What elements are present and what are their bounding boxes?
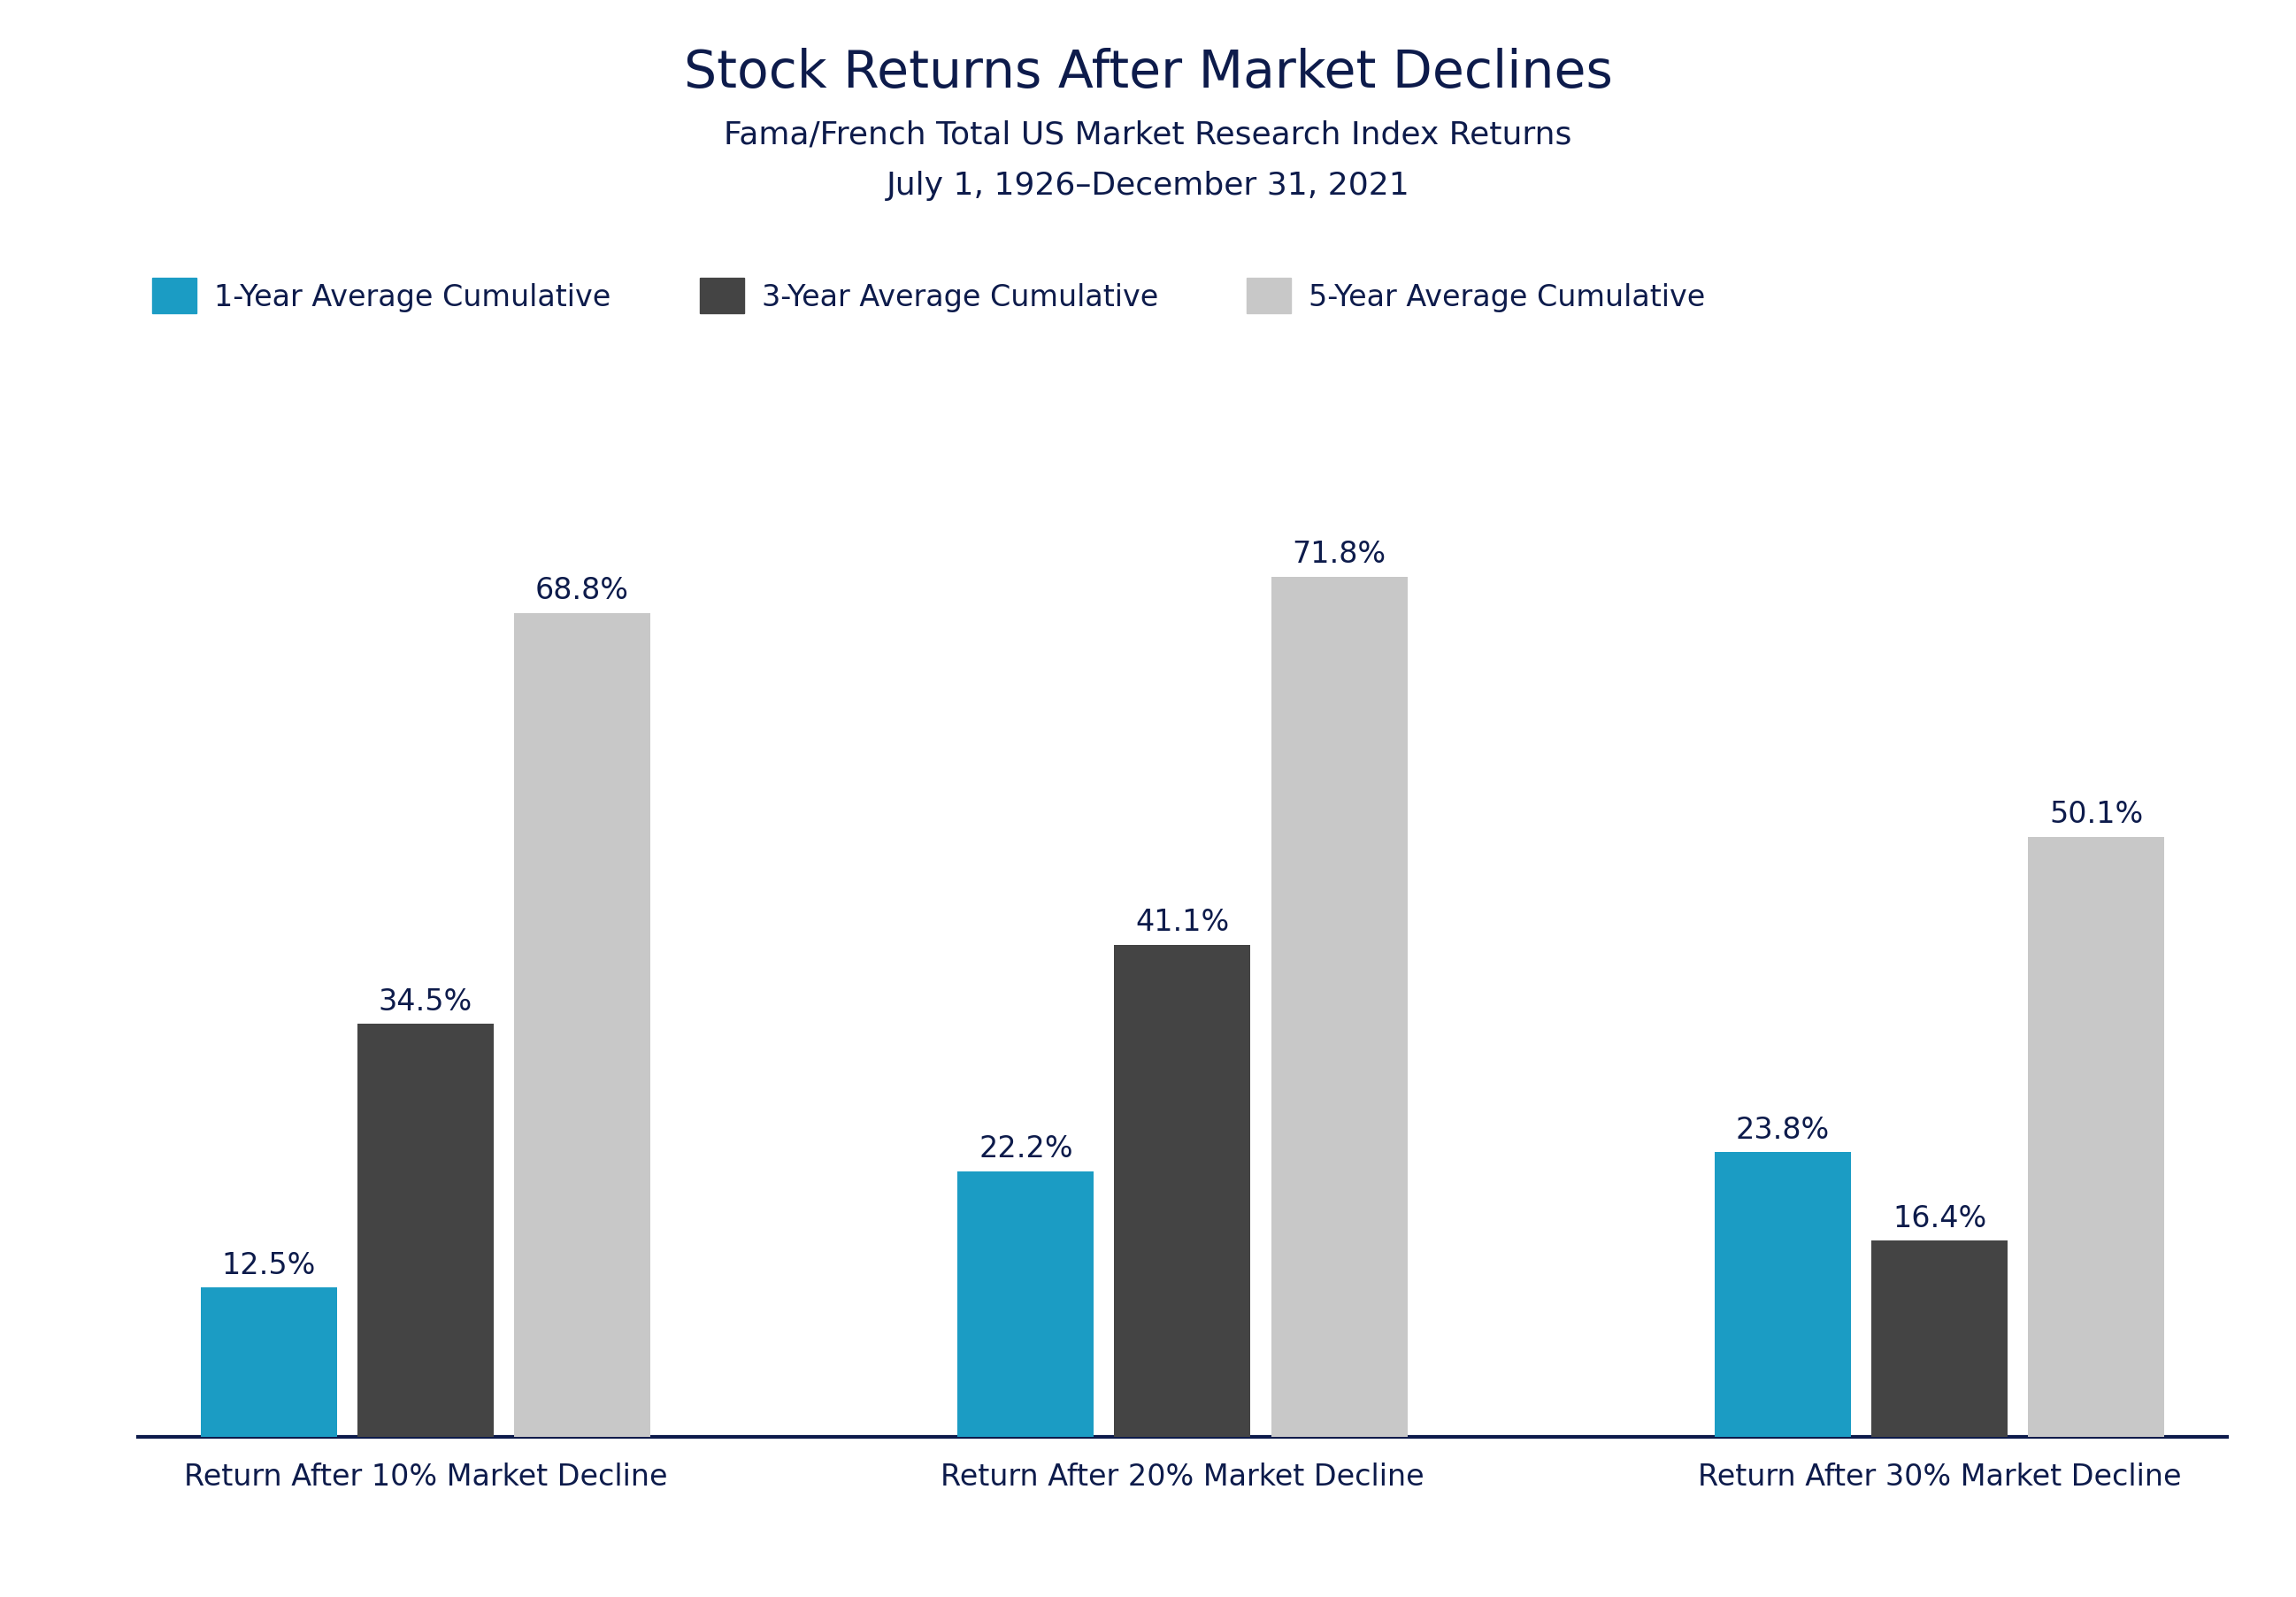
Bar — [358, 1024, 494, 1437]
Bar — [1715, 1153, 1851, 1437]
Text: 22.2%: 22.2% — [978, 1134, 1072, 1163]
Text: Fama/French Total US Market Research Index Returns: Fama/French Total US Market Research Ind… — [723, 120, 1573, 150]
Text: July 1, 1926–December 31, 2021: July 1, 1926–December 31, 2021 — [886, 171, 1410, 201]
Bar — [1272, 577, 1407, 1437]
Text: 12.5%: 12.5% — [223, 1250, 317, 1279]
Text: 16.4%: 16.4% — [1892, 1203, 1986, 1233]
Text: Stock Returns After Market Declines: Stock Returns After Market Declines — [684, 48, 1612, 99]
Bar — [1871, 1241, 2007, 1437]
Text: 41.1%: 41.1% — [1137, 907, 1228, 936]
Bar — [200, 1287, 338, 1437]
Bar — [514, 613, 650, 1437]
Text: 34.5%: 34.5% — [379, 987, 473, 1016]
Bar — [2027, 837, 2165, 1437]
Text: 50.1%: 50.1% — [2048, 800, 2142, 829]
Bar — [957, 1172, 1093, 1437]
Legend: 1-Year Average Cumulative, 3-Year Average Cumulative, 5-Year Average Cumulative: 1-Year Average Cumulative, 3-Year Averag… — [152, 278, 1706, 315]
Text: 23.8%: 23.8% — [1736, 1115, 1830, 1143]
Text: 71.8%: 71.8% — [1293, 540, 1387, 569]
Bar — [1114, 945, 1251, 1437]
Text: 68.8%: 68.8% — [535, 575, 629, 605]
